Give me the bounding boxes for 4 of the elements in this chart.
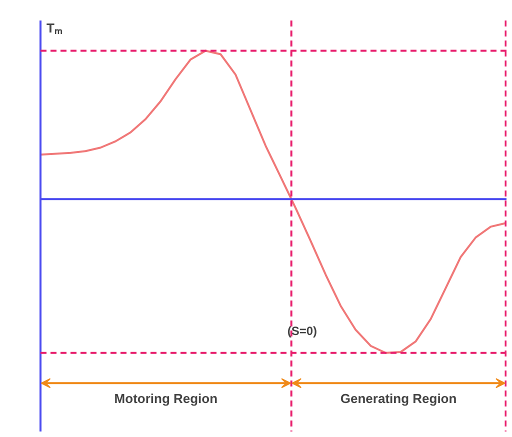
annotation: (S=0) [287,324,318,338]
text: Generating Region [340,391,457,406]
text: Motoring Region [114,391,218,406]
y-axis-title: Tₘ [46,20,62,36]
